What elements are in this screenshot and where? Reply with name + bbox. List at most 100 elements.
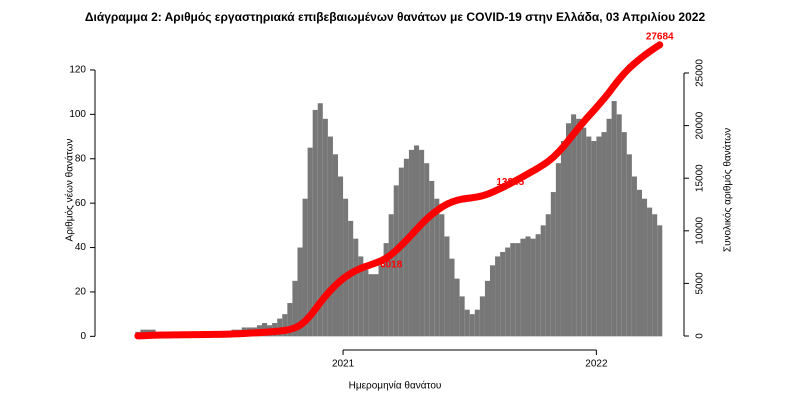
- bar: [571, 114, 577, 337]
- bar: [550, 192, 556, 337]
- bar: [332, 154, 338, 337]
- y-tick-label: 20: [75, 287, 87, 298]
- bar: [363, 269, 369, 337]
- y-tick-label: 80: [75, 153, 87, 164]
- y-tick-label: 0: [80, 331, 86, 342]
- bar: [302, 198, 308, 337]
- bar: [479, 296, 485, 337]
- bar: [601, 132, 607, 337]
- annotation: 27684: [646, 31, 674, 42]
- y-tick-label: 60: [75, 198, 87, 209]
- y2-tick-label: 15000: [695, 164, 706, 192]
- bar: [277, 318, 283, 337]
- bar: [626, 154, 632, 337]
- y2-tick-label: 10000: [695, 216, 706, 244]
- y2-axis-title: Συνολικός αριθμός θανάτων: [722, 128, 734, 252]
- bar: [403, 158, 409, 337]
- bar: [474, 309, 480, 337]
- bar: [408, 149, 414, 337]
- bar: [530, 238, 536, 337]
- bar: [540, 225, 546, 337]
- bar: [414, 145, 420, 337]
- bar: [581, 127, 587, 337]
- bar: [419, 149, 425, 337]
- bar: [368, 274, 374, 337]
- bar: [636, 189, 642, 337]
- bar: [469, 314, 475, 337]
- bar: [464, 309, 470, 337]
- y2-tick-label: 5000: [695, 272, 706, 295]
- bar: [424, 163, 430, 337]
- bar: [555, 163, 561, 337]
- bar: [566, 123, 572, 337]
- bar: [343, 198, 349, 337]
- bar: [393, 185, 399, 337]
- bar: [611, 101, 617, 337]
- bar: [576, 118, 582, 337]
- bar: [383, 243, 389, 337]
- bar: [439, 214, 445, 337]
- bar: [312, 109, 318, 337]
- bar: [297, 247, 303, 337]
- bar: [495, 256, 501, 337]
- bar: [444, 236, 450, 337]
- bar: [642, 198, 648, 337]
- bar: [586, 136, 592, 337]
- bar: [631, 176, 637, 337]
- bar: [560, 141, 566, 337]
- bar: [647, 207, 653, 337]
- bar: [307, 147, 313, 337]
- x-tick-label: 2021: [332, 359, 355, 370]
- cumulative-line: [134, 41, 664, 340]
- x-tick-label: 2022: [585, 359, 608, 370]
- bar: [353, 238, 359, 337]
- annotation: 6018: [380, 259, 403, 270]
- bar: [520, 238, 526, 337]
- bar: [657, 225, 663, 337]
- bar: [606, 118, 612, 337]
- y2-tick-label: 20000: [695, 111, 706, 139]
- bar: [652, 214, 658, 337]
- chart-title: Διάγραμμα 2: Αριθμός εργαστηριακά επιβεβ…: [85, 10, 706, 24]
- bar: [358, 256, 364, 337]
- bar: [591, 141, 597, 337]
- y2-tick-label: 25000: [695, 59, 706, 87]
- bar: [454, 278, 460, 337]
- bar: [525, 236, 531, 337]
- bar: [338, 176, 344, 337]
- bar: [484, 280, 490, 337]
- bar: [398, 167, 404, 337]
- y2-tick-label: 0: [695, 333, 706, 339]
- bar: [348, 220, 354, 337]
- y-axis-title: Αριθμός νέων θανάτων: [64, 139, 76, 242]
- bar: [459, 296, 465, 337]
- bar: [327, 136, 333, 337]
- bar: [317, 103, 323, 337]
- bar: [616, 114, 622, 337]
- bar: [490, 265, 496, 337]
- bar: [429, 180, 435, 337]
- annotation: 13845: [496, 177, 524, 188]
- bar: [545, 214, 551, 337]
- y-tick-label: 40: [75, 242, 87, 253]
- y-tick-label: 120: [69, 65, 86, 76]
- bar: [596, 136, 602, 337]
- bar: [378, 265, 384, 337]
- bar: [373, 274, 379, 337]
- bar: [500, 251, 506, 337]
- bar: [510, 243, 516, 337]
- bar: [535, 234, 541, 337]
- bar: [621, 132, 627, 337]
- bar: [282, 314, 288, 337]
- y-tick-label: 100: [69, 109, 86, 120]
- x-axis-title: Ημερομηνία θανάτου: [349, 380, 442, 392]
- bar: [287, 303, 293, 337]
- bar: [388, 214, 394, 337]
- bar: [515, 243, 521, 337]
- bar: [292, 280, 298, 337]
- bar: [322, 118, 328, 337]
- bar: [505, 247, 511, 337]
- bar: [434, 198, 440, 337]
- bar: [449, 258, 455, 337]
